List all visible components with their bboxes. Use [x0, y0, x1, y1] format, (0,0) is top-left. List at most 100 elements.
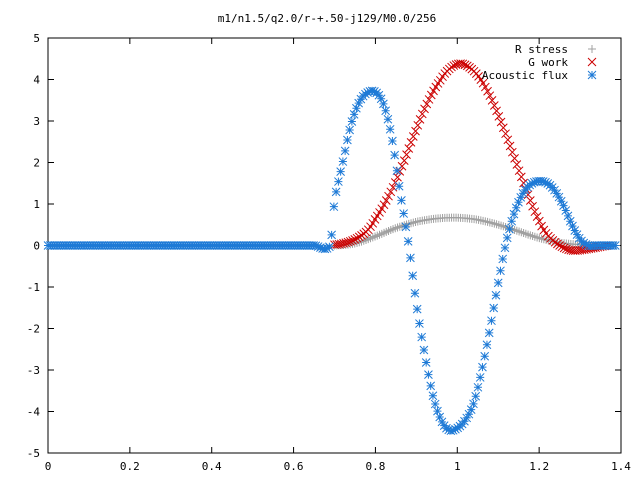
data-point: [343, 135, 352, 145]
data-point: [489, 101, 499, 110]
data-point: [511, 203, 521, 213]
x-tick-label: 1.2: [529, 460, 549, 473]
data-point: [491, 290, 501, 300]
data-point: [311, 241, 321, 251]
data-point: [483, 86, 492, 96]
data-point: [368, 218, 378, 228]
data-point: [515, 227, 524, 236]
data-point: [444, 425, 454, 435]
data-point: [478, 78, 488, 88]
data-series: [43, 59, 620, 436]
data-point: [514, 197, 523, 207]
data-point: [507, 147, 517, 157]
data-point: [331, 187, 341, 197]
data-point: [570, 226, 580, 235]
data-point: [516, 193, 526, 202]
data-point: [541, 177, 550, 187]
data-point: [516, 172, 526, 182]
data-point: [483, 217, 492, 226]
x-tick-label: 1.4: [611, 460, 631, 473]
data-point: [402, 150, 411, 160]
y-tick-label: -5: [27, 447, 40, 460]
y-tick-label: -2: [27, 323, 40, 336]
data-point: [554, 192, 564, 202]
data-point: [552, 188, 562, 198]
data-point: [338, 157, 348, 166]
data-point: [437, 417, 447, 427]
legend-marker: [587, 57, 597, 67]
x-tick-label: 0: [45, 460, 52, 473]
data-point: [350, 235, 360, 244]
data-point: [352, 103, 361, 113]
data-point: [327, 230, 336, 240]
data-point: [501, 129, 510, 139]
data-point: [379, 99, 388, 109]
data-point: [537, 234, 546, 243]
data-point: [487, 96, 497, 105]
data-point: [505, 141, 515, 151]
y-tick-label: 2: [33, 157, 40, 170]
legend-label: G work: [528, 56, 568, 69]
data-point: [403, 236, 413, 246]
legend-label: Acoustic flux: [482, 69, 568, 82]
data-point: [399, 156, 409, 165]
data-point: [394, 181, 404, 191]
data-point: [329, 202, 339, 212]
data-point: [381, 106, 391, 116]
data-point: [550, 185, 559, 195]
data-point: [505, 224, 514, 234]
data-point: [579, 238, 589, 248]
data-point: [460, 416, 469, 426]
axes: 0 0.2 0.4 0.6 0.8 1 1.2 1.4 5 4 3 2 1 0 -1 -2 -3 -4 -5: [27, 32, 632, 473]
data-point: [528, 201, 537, 211]
data-point: [460, 60, 470, 70]
data-point: [559, 201, 568, 211]
data-point: [532, 212, 542, 222]
data-point: [413, 120, 423, 130]
data-point: [563, 211, 573, 221]
data-point: [354, 232, 364, 242]
data-point: [448, 425, 458, 435]
data-point: [370, 87, 379, 96]
series-star: [43, 86, 620, 436]
y-tick-label: -3: [27, 364, 40, 377]
data-point: [494, 112, 504, 121]
data-point: [492, 220, 501, 229]
data-point: [385, 124, 395, 134]
data-point: [534, 216, 544, 226]
data-point: [502, 233, 512, 243]
data-point: [507, 216, 517, 226]
data-point: [374, 90, 384, 100]
data-point: [485, 91, 495, 101]
data-point: [517, 228, 526, 237]
data-point: [553, 239, 562, 249]
data-point: [424, 95, 434, 104]
data-point: [484, 328, 494, 338]
y-tick-label: 3: [33, 115, 40, 128]
data-point: [538, 177, 548, 186]
data-point: [408, 271, 418, 281]
data-point: [492, 106, 501, 116]
data-point: [408, 132, 418, 141]
x-tick-label: 0.2: [120, 460, 140, 473]
data-point: [379, 200, 389, 210]
x-tick-label: 0.6: [284, 460, 304, 473]
data-point: [411, 218, 420, 227]
data-point: [424, 370, 433, 379]
data-point: [447, 62, 456, 72]
data-point: [537, 221, 546, 231]
data-point: [498, 123, 508, 133]
x-tick-label: 1: [454, 460, 461, 473]
data-point: [428, 391, 438, 401]
data-point: [466, 405, 476, 415]
data-point: [433, 406, 442, 416]
data-point: [415, 115, 425, 124]
data-point: [407, 219, 416, 228]
data-point: [510, 153, 519, 163]
data-point: [490, 219, 499, 228]
data-point: [406, 253, 415, 263]
data-point: [568, 221, 577, 231]
y-tick-label: 4: [33, 74, 40, 87]
data-point: [426, 381, 436, 391]
